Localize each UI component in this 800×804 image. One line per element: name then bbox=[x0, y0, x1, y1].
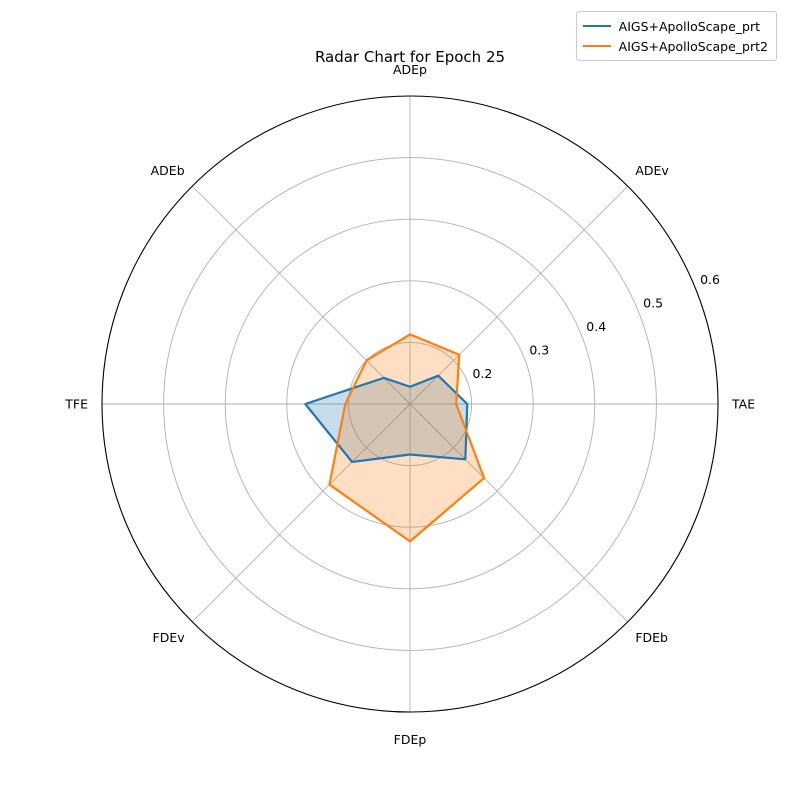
series-layer bbox=[305, 334, 484, 541]
axis-label-adeb: ADEb bbox=[151, 163, 185, 178]
axis-label-fdeb: FDEb bbox=[635, 630, 668, 645]
axis-label-adev: ADEv bbox=[635, 163, 669, 178]
legend-swatch-series-2 bbox=[583, 45, 611, 47]
legend-label-series-2: AIGS+ApolloScape_prt2 bbox=[619, 39, 768, 54]
axis-label-fdev: FDEv bbox=[153, 630, 186, 645]
legend-entry-series-1: AIGS+ApolloScape_prt bbox=[583, 16, 768, 36]
legend: AIGS+ApolloScape_prt AIGS+ApolloScape_pr… bbox=[576, 11, 777, 61]
series-fill-2 bbox=[329, 334, 484, 541]
chart-title: Radar Chart for Epoch 25 bbox=[315, 48, 505, 66]
axis-label-fdep: FDEp bbox=[394, 732, 427, 747]
radial-tick-label-3: 0.4 bbox=[586, 319, 606, 334]
radial-tick-label-4: 0.5 bbox=[643, 295, 663, 310]
legend-swatch-series-1 bbox=[583, 25, 611, 27]
axis-label-tfe: TFE bbox=[64, 397, 88, 412]
radial-tick-label-1: 0.2 bbox=[472, 366, 492, 381]
axis-label-tae: TAE bbox=[731, 397, 755, 412]
legend-label-series-1: AIGS+ApolloScape_prt bbox=[619, 19, 760, 34]
legend-entry-series-2: AIGS+ApolloScape_prt2 bbox=[583, 36, 768, 56]
radial-tick-label-5: 0.6 bbox=[700, 272, 720, 287]
radial-tick-label-2: 0.3 bbox=[529, 343, 549, 358]
